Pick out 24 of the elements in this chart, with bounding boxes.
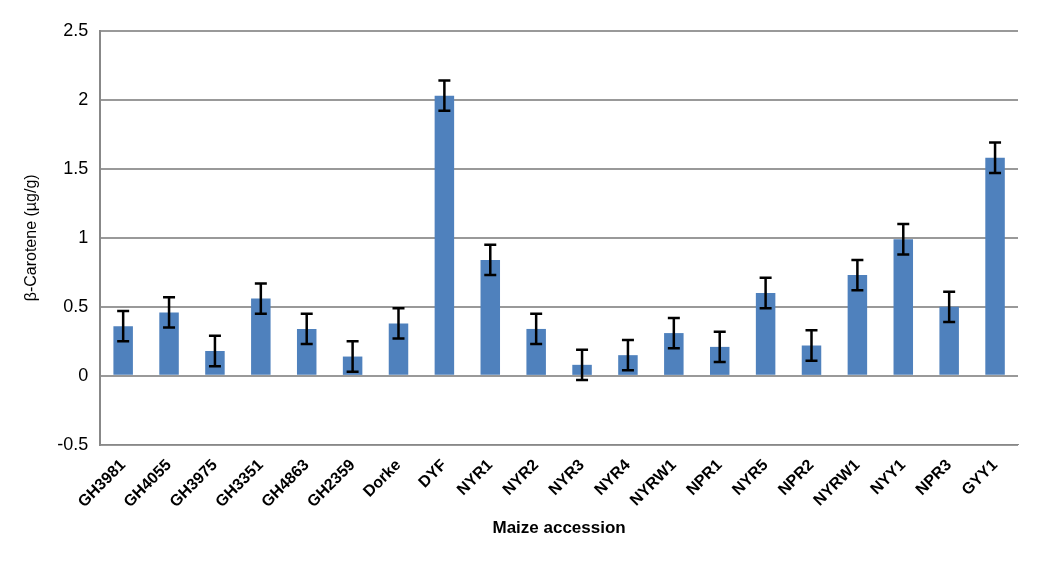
y-tick-label: 0.5 <box>63 295 89 316</box>
bar <box>251 298 271 375</box>
x-axis-title: Maize accession <box>492 518 626 538</box>
y-tick-label: 2 <box>78 88 89 109</box>
bar <box>388 323 409 375</box>
bar <box>985 157 1005 375</box>
y-tick-label: 1 <box>78 226 89 247</box>
y-axis-title: β-Carotene (µg/g) <box>22 174 40 302</box>
bar <box>847 275 868 375</box>
y-tick-label: -0.5 <box>57 433 89 454</box>
bar <box>434 95 455 375</box>
y-tick-label: 0 <box>78 364 89 385</box>
bar <box>572 364 592 375</box>
bar <box>296 328 317 375</box>
bar <box>480 259 501 375</box>
bar <box>159 312 179 375</box>
bar <box>526 328 546 375</box>
bar <box>939 306 959 375</box>
y-tick-label: 1.5 <box>63 157 89 178</box>
bar <box>113 326 133 375</box>
bar <box>664 333 684 375</box>
bar <box>755 293 776 375</box>
y-tick-label: 2.5 <box>63 19 89 40</box>
bar <box>893 239 914 375</box>
